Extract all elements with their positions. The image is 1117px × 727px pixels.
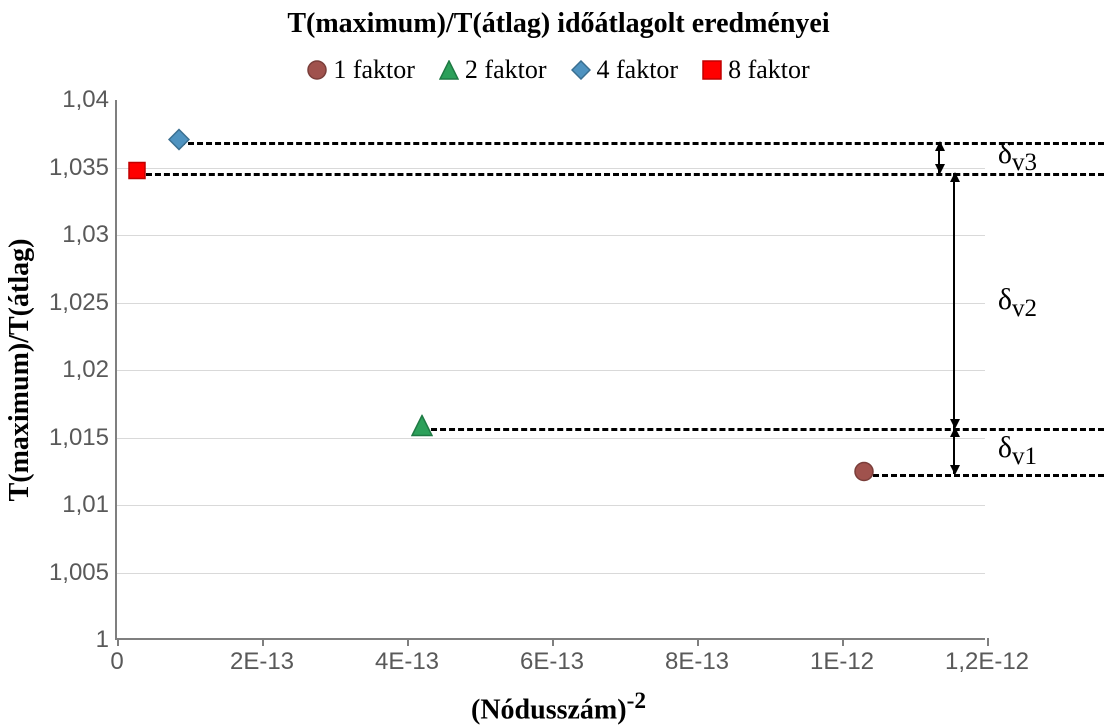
x-axis-title: (Nódusszám)-2: [0, 688, 1117, 726]
delta-label: δv3: [998, 137, 1037, 177]
gridline: [117, 303, 985, 304]
data-point: [128, 161, 146, 184]
data-point: [411, 415, 433, 442]
x-tick-label: 1,2E-12: [945, 648, 1029, 676]
x-tick: [987, 638, 989, 646]
legend-item: 4 faktor: [571, 55, 679, 85]
gridline: [117, 235, 985, 236]
y-tick-label: 1,01: [62, 491, 117, 519]
legend-item: 2 faktor: [439, 55, 547, 85]
gridline: [117, 573, 985, 574]
x-tick: [117, 638, 119, 646]
y-tick-label: 1,035: [49, 154, 117, 182]
chart-title: T(maximum)/T(átlag) időátlagolt eredmény…: [0, 8, 1117, 40]
reference-line: [179, 142, 1105, 145]
x-tick: [842, 638, 844, 646]
x-tick: [697, 638, 699, 646]
x-tick-label: 6E-13: [520, 648, 584, 676]
reference-line: [864, 474, 1105, 477]
plot-area: 11,0051,011,0151,021,0251,031,0351,0402E…: [115, 100, 985, 640]
y-tick-label: 1,02: [62, 356, 117, 384]
delta-label: δv2: [998, 283, 1037, 323]
gridline: [117, 505, 985, 506]
x-tick: [407, 638, 409, 646]
x-tick: [552, 638, 554, 646]
legend: 1 faktor 2 faktor 4 faktor 8 faktor: [0, 55, 1117, 87]
legend-label: 2 faktor: [465, 55, 547, 85]
x-tick-label: 2E-13: [230, 648, 294, 676]
y-tick-label: 1,03: [62, 221, 117, 249]
y-tick-label: 1,015: [49, 424, 117, 452]
chart-container: T(maximum)/T(átlag) időátlagolt eredmény…: [0, 0, 1117, 727]
y-tick-label: 1,025: [49, 289, 117, 317]
legend-label: 4 faktor: [597, 55, 679, 85]
x-tick-label: 4E-13: [375, 648, 439, 676]
delta-arrow: [938, 142, 940, 173]
x-tick: [262, 638, 264, 646]
delta-arrow: [953, 173, 955, 428]
x-tick-label: 8E-13: [665, 648, 729, 676]
legend-item: 1 faktor: [307, 55, 415, 85]
delta-label: δv1: [998, 431, 1037, 471]
x-tick-label: 0: [110, 648, 123, 676]
legend-label: 8 faktor: [728, 55, 810, 85]
y-tick-label: 1,04: [62, 86, 117, 114]
delta-arrow: [953, 428, 955, 474]
gridline: [117, 370, 985, 371]
x-tick-label: 1E-12: [810, 648, 874, 676]
y-tick-label: 1,005: [49, 559, 117, 587]
gridline: [117, 438, 985, 439]
y-axis-title: T(maximum)/T(átlag): [4, 239, 36, 502]
data-point: [168, 128, 190, 155]
data-point: [854, 461, 874, 486]
gridline: [117, 168, 985, 169]
legend-item: 8 faktor: [702, 55, 810, 85]
legend-label: 1 faktor: [333, 55, 415, 85]
